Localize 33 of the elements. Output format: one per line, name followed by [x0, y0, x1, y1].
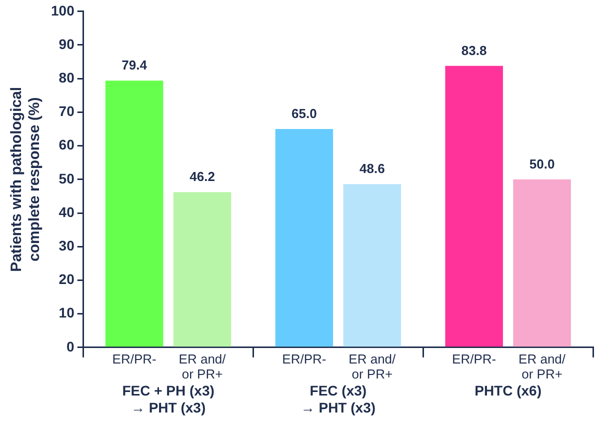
x-tick-label: PHTC (x6)	[474, 382, 542, 399]
data-label: 46.2	[190, 169, 215, 184]
y-axis-title: Patients with pathological complete response (%)	[8, 86, 44, 272]
text: ER/PR-	[282, 351, 326, 366]
y-tick-label: 10	[58, 304, 75, 321]
y-tick-label: 70	[58, 103, 75, 120]
bar	[343, 184, 402, 347]
y-tick-label: 60	[58, 136, 75, 153]
data-label: 83.8	[461, 42, 487, 58]
data-label: 48.6	[360, 161, 385, 176]
y-tick-label: 0	[66, 338, 75, 354]
x-tick-label: FEC + PH (x3) → PHT (x3)	[122, 382, 214, 416]
bar	[275, 129, 334, 347]
series-label: ER/PR-	[112, 351, 156, 366]
series-label: ER and/ or PR+	[178, 351, 226, 382]
bar	[445, 66, 503, 347]
y-tick-label: 40	[58, 204, 75, 220]
text: ER/PR-	[452, 351, 496, 366]
text: ER and/ or PR+	[518, 351, 566, 382]
y-tick-label: 80	[58, 69, 75, 86]
data-label: 79.4	[122, 58, 148, 73]
y-tick-label: 20	[58, 271, 75, 288]
y-tick-label: 100	[51, 2, 75, 18]
data-label: 50.0	[529, 156, 555, 172]
bar	[173, 192, 232, 347]
text: ER and/ or PR+	[348, 351, 396, 382]
y-tick-label: 90	[58, 36, 75, 52]
bar	[513, 179, 571, 347]
bar	[105, 80, 164, 347]
y-tick-label: 50	[58, 170, 75, 186]
data-label: 65.0	[292, 106, 317, 122]
y-tick-label: 30	[58, 237, 75, 254]
x-tick-label: FEC (x3) → PHT (x3)	[300, 382, 376, 416]
